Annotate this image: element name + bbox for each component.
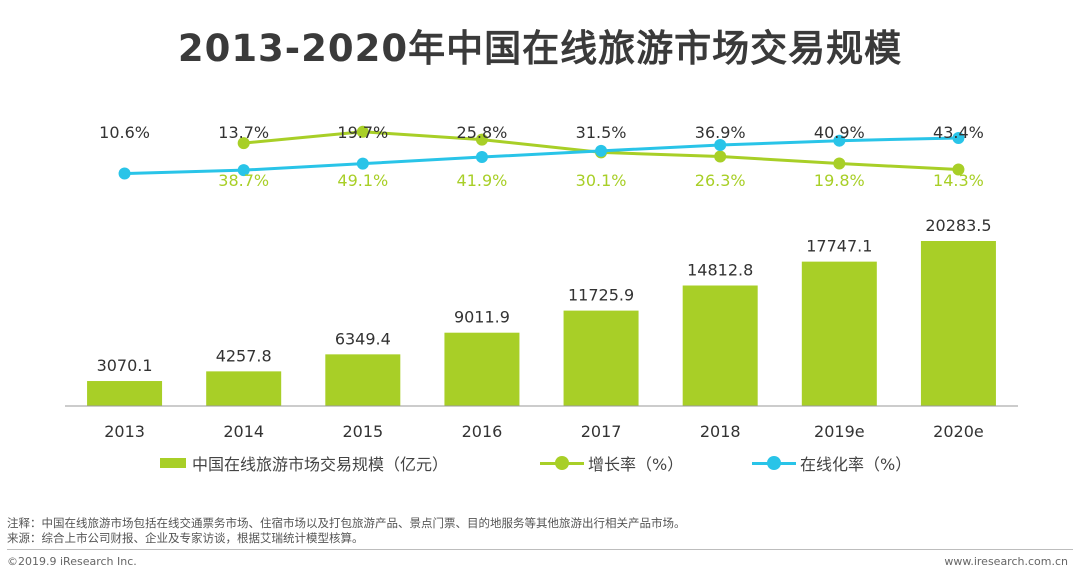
online-rate-label: 43.4% (933, 123, 984, 142)
bar-value-label: 4257.8 (216, 346, 272, 365)
legend-growth-label: 增长率（%） (588, 455, 684, 474)
bar-value-label: 14812.8 (687, 261, 753, 280)
legend-item-bar: 中国在线旅游市场交易规模（亿元） (160, 450, 448, 476)
bar (206, 371, 282, 406)
online-point (356, 157, 369, 170)
legend-item-growth: 增长率（%） (540, 450, 683, 476)
legend-bar-label: 中国在线旅游市场交易规模（亿元） (192, 455, 449, 474)
online-point (118, 167, 131, 180)
bar (444, 332, 520, 406)
bar-value-label: 9011.9 (454, 308, 510, 327)
note-line: 注释：中国在线旅游市场包括在线交通票务市场、住宿市场以及打包旅游产品、景点门票、… (7, 516, 686, 530)
growth-point (952, 163, 965, 176)
x-tick-label: 2013 (104, 422, 145, 441)
online-line (124, 136, 959, 176)
online-rate-label: 31.5% (576, 123, 627, 142)
online-rate-label: 19.7% (337, 123, 388, 142)
growth-rate-label: 26.3% (695, 171, 746, 190)
bar (682, 285, 758, 406)
x-tick-label: 2018 (700, 422, 741, 441)
bar-value-label: 11725.9 (568, 286, 634, 305)
x-tick-label: 2015 (342, 422, 383, 441)
legend-online-marker (752, 456, 796, 470)
online-point (595, 144, 608, 157)
growth-rate-label: 19.8% (814, 171, 865, 190)
x-tick-label: 2017 (581, 422, 622, 441)
legend-item-online: 在线化率（%） (752, 450, 911, 476)
chart-canvas: 3070.1 4257.8 6349.4 9011.9 11725.9 14812.8 17… (65, 123, 1018, 441)
x-tick-label: 2020e (933, 422, 984, 441)
online-rate-label: 10.6% (99, 123, 150, 142)
online-point (952, 131, 965, 144)
growth-point (475, 133, 488, 146)
online-rate-label: 40.9% (814, 123, 865, 142)
bar-value-label: 6349.4 (335, 329, 391, 348)
copyright: ©2019.9 iResearch Inc. (7, 555, 137, 568)
x-tick-label: 2016 (462, 422, 503, 441)
growth-point (237, 137, 250, 150)
bar (325, 354, 401, 406)
online-point (237, 164, 250, 177)
growth-point (833, 157, 846, 170)
growth-rate-label: 38.7% (218, 171, 269, 190)
bar-value-label: 17747.1 (806, 237, 872, 256)
online-rate-label: 25.8% (457, 123, 508, 142)
online-point (833, 134, 846, 147)
growth-rate-label: 49.1% (337, 171, 388, 190)
bar-value-label: 20283.5 (925, 216, 991, 235)
bar (801, 261, 877, 406)
legend-online-label: 在线化率（%） (800, 455, 912, 474)
website-link[interactable]: www.iresearch.com.cn (944, 555, 1068, 568)
online-rate-label: 36.9% (695, 123, 746, 142)
notes: 注释：中国在线旅游市场包括在线交通票务市场、住宿市场以及打包旅游产品、景点门票、… (7, 516, 686, 546)
bar (87, 381, 163, 406)
online-rate-label: 13.7% (218, 123, 269, 142)
growth-point (714, 150, 727, 163)
growth-rate-label: 14.3% (933, 171, 984, 190)
online-point (714, 139, 727, 152)
online-point (475, 151, 488, 164)
growth-rate-label: 30.1% (576, 171, 627, 190)
bar (920, 241, 996, 406)
growth-rate-label: 41.9% (457, 171, 508, 190)
legend-growth-marker (540, 456, 584, 470)
bar (563, 310, 639, 406)
footer-divider (7, 549, 1073, 550)
x-tick-label: 2014 (223, 422, 264, 441)
x-tick-label: 2019e (814, 422, 865, 441)
legend-bar-swatch (160, 458, 186, 468)
growth-point (356, 125, 369, 138)
source-line: 来源：综合上市公司财报、企业及专家访谈，根据艾瑞统计模型核算。 (7, 531, 364, 545)
chart-title: 2013-2020年中国在线旅游市场交易规模 (177, 27, 903, 70)
legend: 中国在线旅游市场交易规模（亿元） 增长率（%） 在线化率（%） (0, 450, 1080, 476)
bar-value-label: 3070.1 (97, 356, 153, 375)
